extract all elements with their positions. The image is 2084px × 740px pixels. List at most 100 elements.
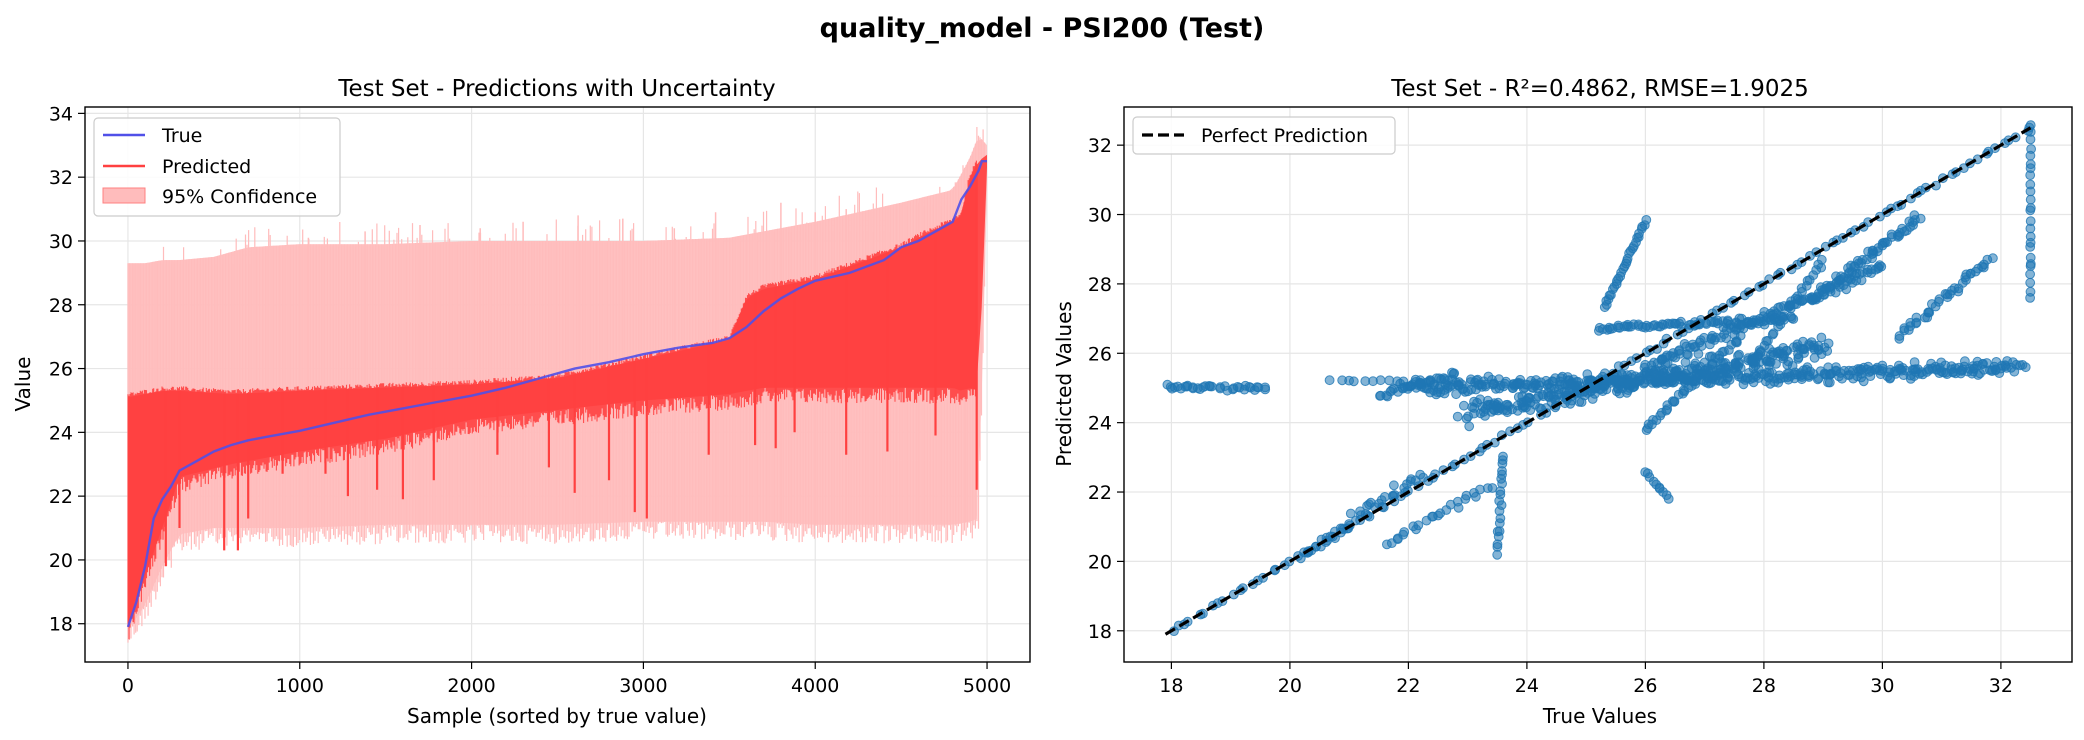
right-x-tick-label: 18 (1159, 675, 1183, 697)
scatter-point (1472, 397, 1482, 408)
right-x-tick-label: 20 (1278, 675, 1302, 697)
left-x-axis-label: Sample (sorted by true value) (407, 704, 707, 728)
left-y-tick-label: 20 (49, 550, 73, 572)
scatter-point (1629, 381, 1640, 392)
scatter-point (1451, 389, 1461, 400)
scatter-point (1825, 282, 1835, 293)
legend-perfect-label: Perfect Prediction (1201, 125, 1368, 147)
scatter-point (1389, 490, 1400, 500)
scatter-point (1399, 527, 1410, 537)
scatter-point (1911, 312, 1922, 323)
scatter-point (2025, 159, 2036, 170)
scatter-point (1799, 348, 1809, 358)
scatter-point (1389, 480, 1399, 491)
left-panel: Test Set - Predictions with Uncertainty … (11, 76, 1031, 728)
right-axis-ticks: 18 20 22 24 26 28 30 32 18 20 22 24 26 28 30 32 (1088, 135, 2013, 697)
left-legend-box (93, 117, 341, 217)
scatter-point (1573, 376, 1583, 387)
scatter-point (1816, 254, 1827, 265)
scatter-point (1376, 495, 1387, 506)
scatter-point (1822, 346, 1833, 356)
scatter-point (1452, 411, 1463, 422)
predicted-jitter (127, 160, 977, 640)
scatter-point (1640, 359, 1651, 370)
scatter-point (1617, 377, 1627, 387)
scatter-point (1641, 215, 1652, 225)
true-line (126, 160, 987, 628)
scatter-point (1449, 368, 1460, 379)
left-y-tick-label: 30 (49, 231, 73, 253)
scatter-point (1775, 302, 1786, 312)
right-x-tick-label: 24 (1515, 675, 1539, 697)
scatter-point (1876, 261, 1887, 272)
scatter-point (1639, 377, 1650, 388)
left-x-tick-label: 0 (122, 675, 134, 697)
scatter-point (1765, 357, 1776, 367)
left-x-tick-label: 3000 (619, 675, 667, 697)
right-legend: Perfect Prediction (1132, 116, 1396, 155)
right-y-tick-label: 18 (1088, 621, 1112, 643)
scatter-point (1768, 328, 1779, 339)
scatter-point (1901, 365, 1911, 376)
scatter-point (1375, 375, 1386, 386)
scatter-point (1658, 368, 1668, 379)
scatter-point (1779, 311, 1789, 322)
scatter-point (1915, 213, 1926, 224)
right-y-tick-label: 22 (1088, 482, 1112, 504)
scatter-point (1461, 413, 1472, 424)
left-y-tick-label: 18 (49, 614, 73, 636)
scatter-point (1522, 396, 1532, 407)
left-x-tick-label: 2000 (447, 675, 495, 697)
scatter-point (1862, 267, 1873, 278)
scatter-point (1260, 382, 1270, 393)
scatter-point (2025, 203, 2036, 213)
scatter-point (1877, 360, 1888, 371)
scatter-point (1788, 314, 1799, 324)
legend-true-label: True (161, 125, 202, 147)
scatter-point (1493, 405, 1503, 416)
scatter-point (1459, 400, 1469, 411)
scatter-point (1959, 361, 1970, 372)
scatter-point (1730, 358, 1741, 369)
scatter-point (2020, 362, 2031, 373)
right-y-tick-label: 32 (1088, 135, 1112, 157)
scatter-point (1816, 332, 1827, 343)
scatter-point (2025, 216, 2036, 227)
scatter-point (1988, 253, 1998, 264)
left-axis-ticks: 0 1000 2000 3000 4000 5000 18 20 22 24 26 28 30 32 34 (49, 103, 1011, 697)
right-y-axis-label: Predicted Values (1052, 301, 1076, 467)
scatter-point (1622, 387, 1632, 398)
scatter-point (1782, 359, 1793, 370)
right-plot-area (1162, 120, 2036, 636)
scatter-point (1324, 375, 1335, 386)
right-x-axis-label: True Values (1542, 704, 1657, 728)
scatter-point (2025, 277, 2036, 288)
scatter-point (1678, 372, 1689, 383)
scatter-point (1348, 376, 1359, 387)
scatter-point (1483, 371, 1494, 382)
scatter-point (1735, 330, 1746, 341)
scatter-point (2025, 194, 2036, 205)
right-axes-frame (1123, 106, 2073, 663)
right-x-tick-label: 26 (1633, 675, 1657, 697)
left-y-tick-label: 22 (49, 486, 73, 508)
right-x-tick-label: 28 (1752, 675, 1776, 697)
left-x-tick-label: 5000 (963, 675, 1011, 697)
left-y-axis-label: Value (11, 357, 35, 412)
scatter-point (1443, 375, 1453, 386)
scatter-point (1734, 349, 1744, 360)
right-y-tick-label: 24 (1088, 413, 1112, 435)
scatter-point (1413, 520, 1424, 531)
legend-predicted-label: Predicted (162, 156, 251, 178)
left-axes-frame (84, 106, 1031, 663)
scatter-point (2025, 179, 2036, 190)
scatter-point (1793, 353, 1804, 364)
scatter-point (1475, 484, 1485, 495)
scatter-point (1480, 411, 1490, 421)
scatter-point (1498, 451, 1508, 462)
left-y-tick-label: 28 (49, 295, 73, 317)
scatter-point (2025, 231, 2036, 242)
figure-suptitle: quality_model - PSI200 (Test) (820, 13, 1265, 44)
left-legend: True Predicted 95% Confidence (93, 117, 341, 217)
